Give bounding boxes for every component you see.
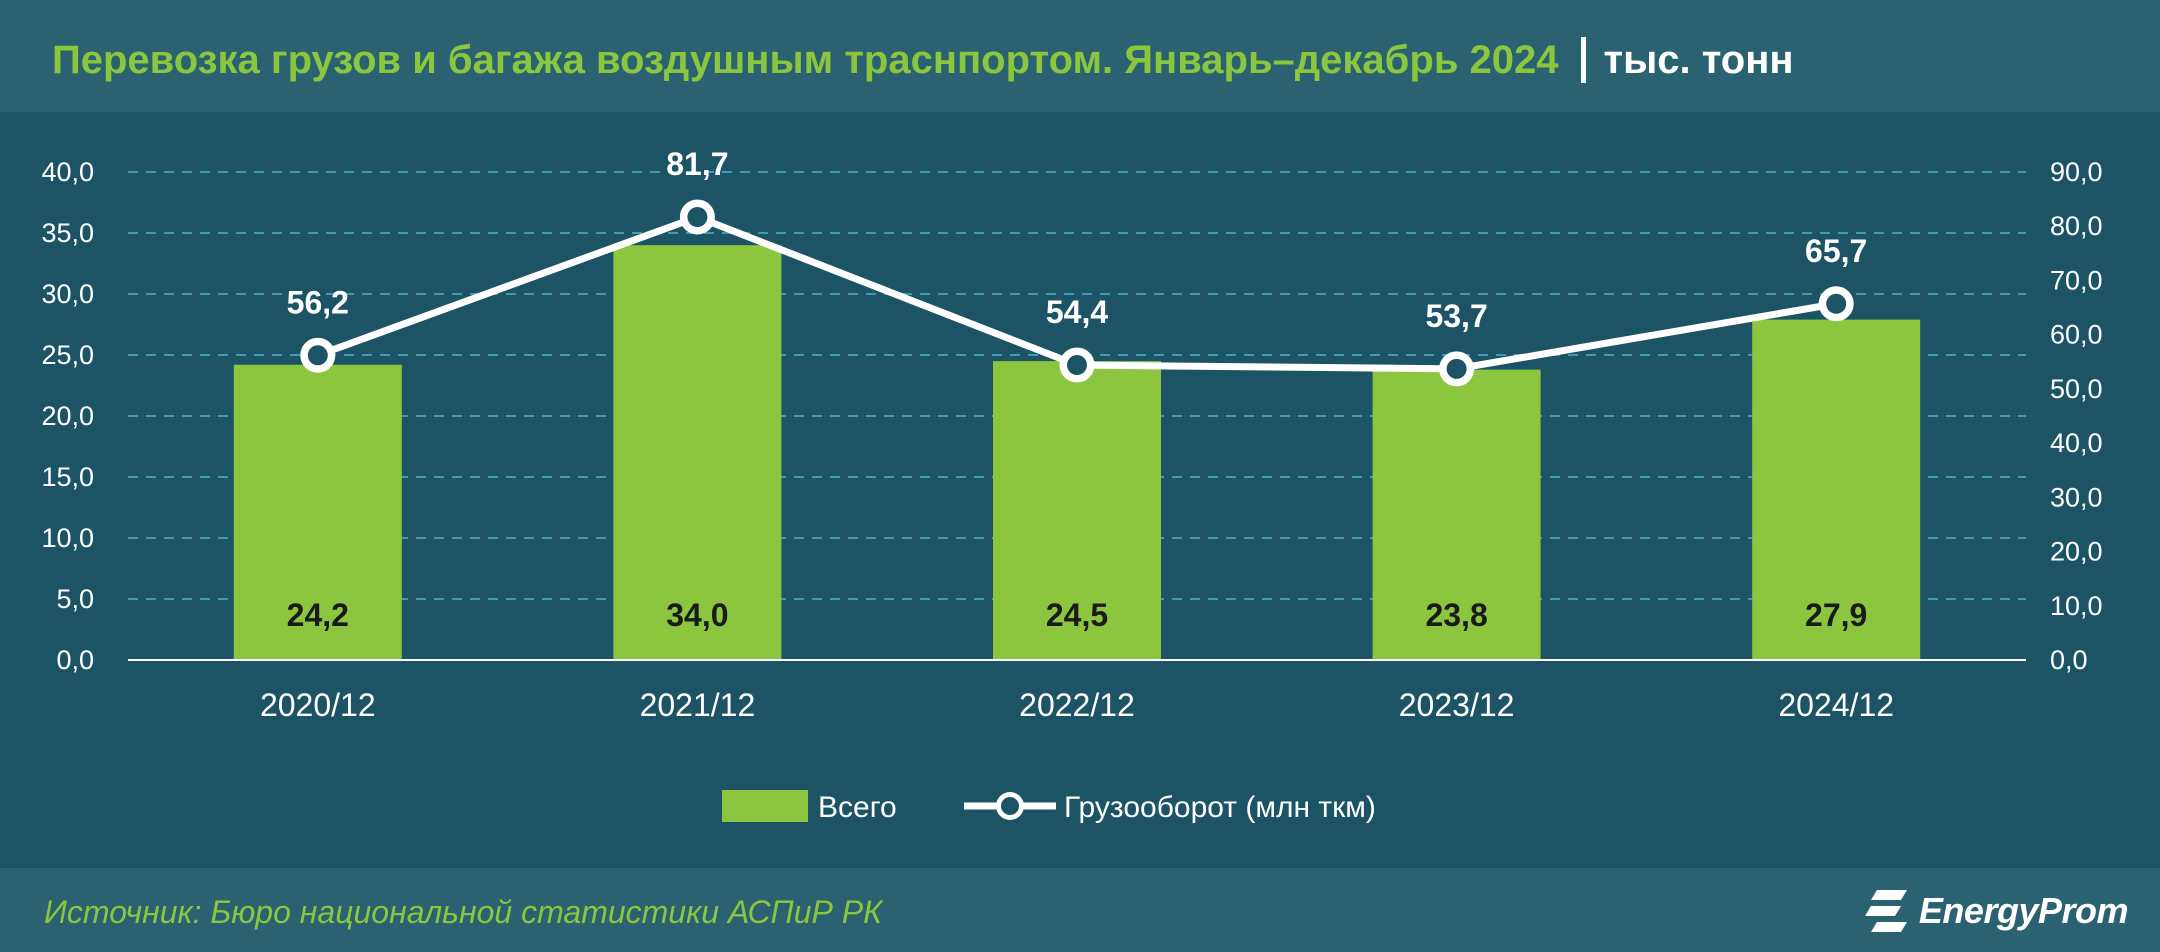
y-left-tick-label: 10,0 [41,523,94,553]
legend-label: Грузооборот (млн ткм) [1064,791,1376,824]
bar [993,361,1161,660]
y-left-tick-label: 5,0 [56,584,94,614]
line-data-label: 65,7 [1805,233,1867,269]
line-marker [1446,358,1467,379]
y-left-tick-label: 0,0 [56,645,94,675]
chart-svg: 24,2 34,0 24,5 23,8 27,9 56,2 81,7 54,4 53,7 65,… [41,146,2102,824]
bar-data-label: 27,9 [1805,597,1867,633]
y-right-tick-label: 10,0 [2050,591,2103,621]
line-data-label: 53,7 [1425,298,1487,334]
legend-marker [1001,797,1019,815]
line-marker [1826,293,1847,314]
line-data-label: 81,7 [666,146,728,182]
bar [1372,369,1541,660]
x-tick-label: 2022/12 [1019,687,1135,723]
x-tick-label: 2023/12 [1399,687,1515,723]
bar-data-label: 24,5 [1046,597,1108,633]
title-line: Перевозка грузов и багажа воздушным трас… [52,30,1794,90]
y-right-tick-label: 60,0 [2050,320,2103,350]
y-right-tick-label: 70,0 [2050,265,2103,295]
line-marker [1067,355,1087,376]
y-left-tick-label: 35,0 [41,218,94,248]
series-line [316,213,1837,373]
bar-data-label: 24,2 [287,597,349,633]
energyprom-logo-icon [1864,890,1907,932]
y-right-tick-label: 30,0 [2050,482,2103,512]
title-bar: Перевозка грузов и багажа воздушным трас… [0,0,2160,112]
x-tick-label: 2024/12 [1778,687,1894,723]
y-left-tick-label: 20,0 [41,401,94,431]
axis-layer: 0,0 5,0 10,0 15,0 20,0 25,0 30,0 35,0 40,0 0,0 10,… [41,157,2102,723]
line-marker [687,207,708,228]
y-right-tick-label: 80,0 [2050,211,2103,241]
bar [613,245,782,660]
y-right-tick-label: 20,0 [2050,537,2103,567]
y-right-tick-label: 40,0 [2050,428,2103,458]
bar-data-label: 34,0 [666,597,728,633]
line-data-label: 56,2 [287,284,349,320]
y-left-tick-label: 30,0 [41,279,94,309]
source-note: Источник: Бюро национальной статистики А… [44,894,882,930]
line-marker [307,345,328,366]
y-right-tick-label: 90,0 [2050,157,2103,187]
x-tick-label: 2020/12 [260,687,376,723]
y-left-tick-label: 15,0 [41,462,94,492]
brand-name: EnergyProm [1918,890,2129,931]
chart-unit: тыс. тонн [1603,37,1794,82]
footer-bar: Источник: Бюро национальной статистики А… [0,868,2160,952]
bar-data-label: 23,8 [1425,597,1487,633]
y-left-tick-label: 25,0 [41,340,94,370]
brand-logo: EnergyProm [1863,882,2129,940]
legend-swatch-bar [722,790,808,822]
line-layer: 56,2 81,7 54,4 53,7 65,7 [287,146,1867,387]
legend-label: Всего [818,791,897,824]
line-data-label: 54,4 [1046,294,1108,330]
title-separator [1580,37,1586,83]
legend: Всего Грузооборот (млн ткм) [722,790,1376,824]
x-tick-label: 2021/12 [640,687,756,723]
y-right-tick-label: 0,0 [2050,645,2088,675]
bars-layer: 24,2 34,0 24,5 23,8 27,9 [233,245,1921,660]
bar [1752,319,1921,660]
y-left-tick-label: 40,0 [41,157,94,187]
bar [233,364,402,660]
chart-title: Перевозка грузов и багажа воздушным трас… [52,37,1559,82]
y-right-tick-label: 50,0 [2050,374,2103,404]
